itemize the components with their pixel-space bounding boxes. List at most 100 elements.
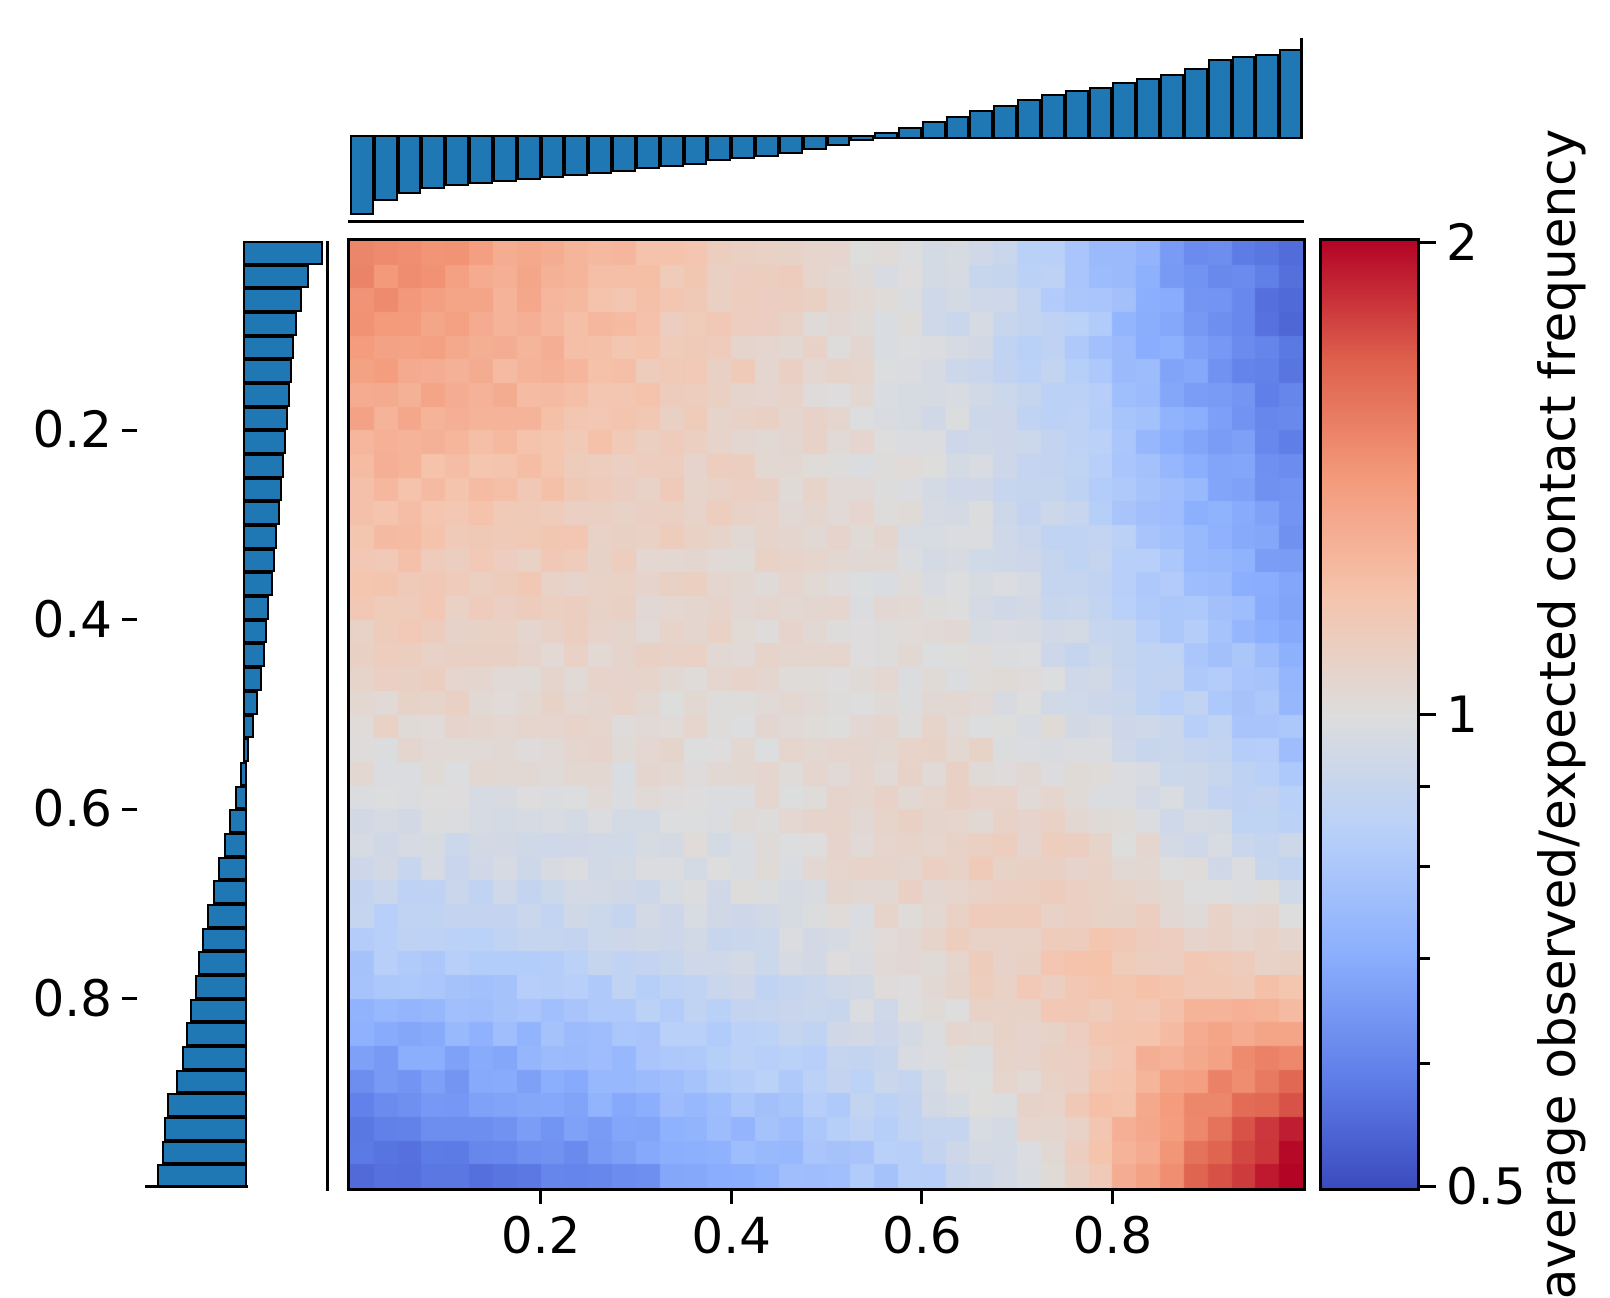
- top-profile-bottom-spine: [348, 220, 1304, 223]
- left-profile-bar: [207, 904, 247, 928]
- top-profile-bar: [1065, 90, 1089, 139]
- left-profile-bar: [198, 951, 247, 975]
- top-profile-bar: [731, 135, 755, 159]
- left-profile-bar: [243, 643, 265, 667]
- top-profile-bar: [493, 135, 517, 182]
- colorbar-axis-label: average observed/expected contact freque…: [1529, 128, 1587, 1298]
- left-profile-right-spine: [326, 241, 329, 1191]
- top-profile-bar: [684, 135, 707, 165]
- left-profile-bar: [243, 336, 294, 359]
- top-profile-bar: [350, 135, 374, 215]
- y-axis-tick: [122, 428, 137, 432]
- left-profile-bar: [243, 596, 269, 620]
- left-profile-bar: [243, 407, 288, 430]
- left-profile-bar: [213, 880, 247, 904]
- left-profile-bar: [243, 691, 258, 715]
- left-profile-bar: [243, 715, 254, 738]
- top-profile-bar: [1255, 54, 1279, 139]
- top-profile-bar: [803, 135, 827, 150]
- left-profile-bar: [243, 501, 280, 525]
- top-profile-bar: [564, 135, 588, 176]
- x-tick-label: 0.8: [1072, 1207, 1153, 1265]
- top-profile-bar: [1160, 74, 1184, 139]
- top-profile-bar: [517, 135, 541, 180]
- top-profile-bar: [922, 121, 946, 139]
- left-profile-bar: [243, 359, 292, 383]
- left-profile-bar: [243, 549, 275, 572]
- colorbar-minor-tick: [1420, 1061, 1430, 1065]
- y-axis-tick: [122, 807, 137, 811]
- colorbar-tick-label: 2: [1446, 213, 1478, 272]
- y-tick-label: 0.6: [32, 780, 112, 839]
- left-profile-bar: [240, 762, 247, 786]
- top-profile-bar: [779, 135, 803, 154]
- y-axis-tick: [122, 618, 137, 622]
- colorbar-tick-label: 1: [1446, 685, 1478, 744]
- y-tick-label: 0.4: [32, 590, 112, 649]
- left-profile-bar: [243, 738, 249, 762]
- left-profile-bar: [243, 667, 262, 691]
- colorbar-canvas: [1322, 241, 1417, 1188]
- top-profile-bar: [612, 135, 636, 172]
- x-axis-tick: [729, 1191, 733, 1204]
- left-profile-bar: [176, 1070, 247, 1093]
- left-profile-bar: [243, 288, 302, 312]
- left-profile-bar: [243, 478, 282, 501]
- left-profile-bottom-spine: [145, 1185, 248, 1188]
- top-profile-bar: [398, 135, 421, 194]
- heatmap-frame: [347, 238, 1306, 1191]
- left-profile-bar: [190, 999, 247, 1022]
- top-profile-bar: [1041, 94, 1065, 139]
- left-profile-bar: [243, 572, 273, 596]
- left-profile-bar: [182, 1046, 247, 1070]
- top-profile-bar: [469, 135, 493, 184]
- colorbar-frame: [1319, 238, 1420, 1191]
- top-profile-bar: [827, 135, 850, 146]
- top-profile-bar: [946, 116, 969, 139]
- top-profile-bar: [707, 135, 731, 161]
- colorbar-minor-tick: [1420, 956, 1430, 960]
- saddle-heatmap-canvas: [350, 241, 1303, 1188]
- top-profile-bar: [1112, 82, 1136, 139]
- x-tick-label: 0.2: [500, 1207, 581, 1265]
- y-tick-label: 0.2: [32, 401, 112, 460]
- x-axis-tick: [1110, 1191, 1114, 1204]
- x-axis-tick: [539, 1191, 543, 1204]
- left-profile-bar: [243, 241, 323, 265]
- x-tick-label: 0.4: [691, 1207, 771, 1265]
- left-profile-bar: [167, 1093, 247, 1117]
- left-profile-bar: [243, 525, 277, 549]
- colorbar-minor-tick: [1420, 784, 1430, 788]
- left-profile-bar: [235, 786, 247, 809]
- top-profile-bar: [421, 135, 445, 189]
- top-profile-bar: [1136, 78, 1160, 139]
- top-profile-bar: [850, 135, 874, 141]
- top-profile-bar: [588, 135, 612, 174]
- left-profile-bar: [224, 833, 247, 857]
- colorbar-major-tick: [1420, 713, 1436, 716]
- left-profile-bar: [157, 1164, 247, 1188]
- colorbar-minor-tick: [1420, 865, 1430, 869]
- x-tick-label: 0.6: [882, 1207, 962, 1265]
- left-profile-bar: [195, 975, 247, 999]
- top-profile-right-spine: [1300, 38, 1303, 138]
- top-profile-bar: [1184, 68, 1208, 139]
- left-profile-bar: [229, 809, 247, 833]
- top-profile-bar: [993, 105, 1017, 139]
- top-profile-bar: [898, 127, 922, 139]
- left-profile-bar: [218, 857, 247, 880]
- left-profile-bar: [164, 1117, 247, 1141]
- top-profile-bar: [660, 135, 684, 167]
- top-profile-bar: [374, 135, 398, 201]
- x-axis-tick: [920, 1191, 924, 1204]
- top-profile-bar: [541, 135, 564, 178]
- left-profile-bar: [202, 928, 247, 951]
- top-profile-bar: [1017, 99, 1041, 139]
- top-profile-bar: [969, 110, 993, 139]
- top-profile-bar: [445, 135, 469, 186]
- left-profile-bar: [162, 1141, 247, 1164]
- top-profile-bar: [1232, 56, 1255, 139]
- left-profile-bar: [243, 265, 309, 288]
- top-profile-bar: [755, 135, 779, 157]
